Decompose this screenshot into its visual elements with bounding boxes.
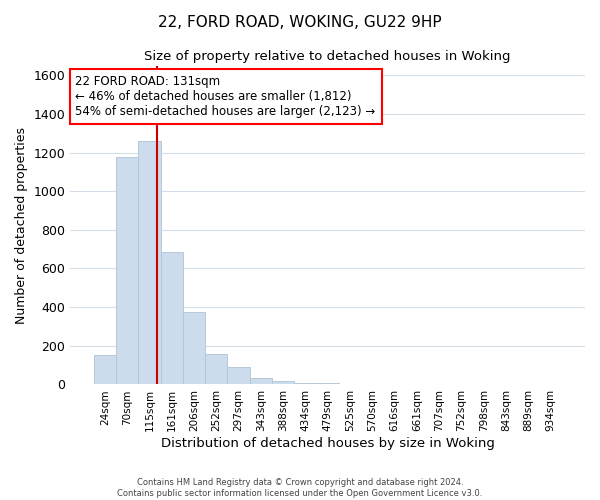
Bar: [272, 380, 294, 384]
Text: 22 FORD ROAD: 131sqm
← 46% of detached houses are smaller (1,812)
54% of semi-de: 22 FORD ROAD: 131sqm ← 46% of detached h…: [76, 75, 376, 118]
Bar: [317, 382, 339, 384]
Bar: [205, 354, 227, 384]
X-axis label: Distribution of detached houses by size in Woking: Distribution of detached houses by size …: [161, 437, 494, 450]
Bar: [227, 367, 250, 384]
Bar: [161, 252, 183, 384]
Bar: [116, 158, 138, 384]
Bar: [250, 378, 272, 384]
Bar: [138, 141, 161, 384]
Text: 22, FORD ROAD, WOKING, GU22 9HP: 22, FORD ROAD, WOKING, GU22 9HP: [158, 15, 442, 30]
Bar: [294, 382, 317, 384]
Text: Contains HM Land Registry data © Crown copyright and database right 2024.
Contai: Contains HM Land Registry data © Crown c…: [118, 478, 482, 498]
Y-axis label: Number of detached properties: Number of detached properties: [15, 126, 28, 324]
Bar: [94, 356, 116, 384]
Bar: [183, 312, 205, 384]
Title: Size of property relative to detached houses in Woking: Size of property relative to detached ho…: [145, 50, 511, 63]
